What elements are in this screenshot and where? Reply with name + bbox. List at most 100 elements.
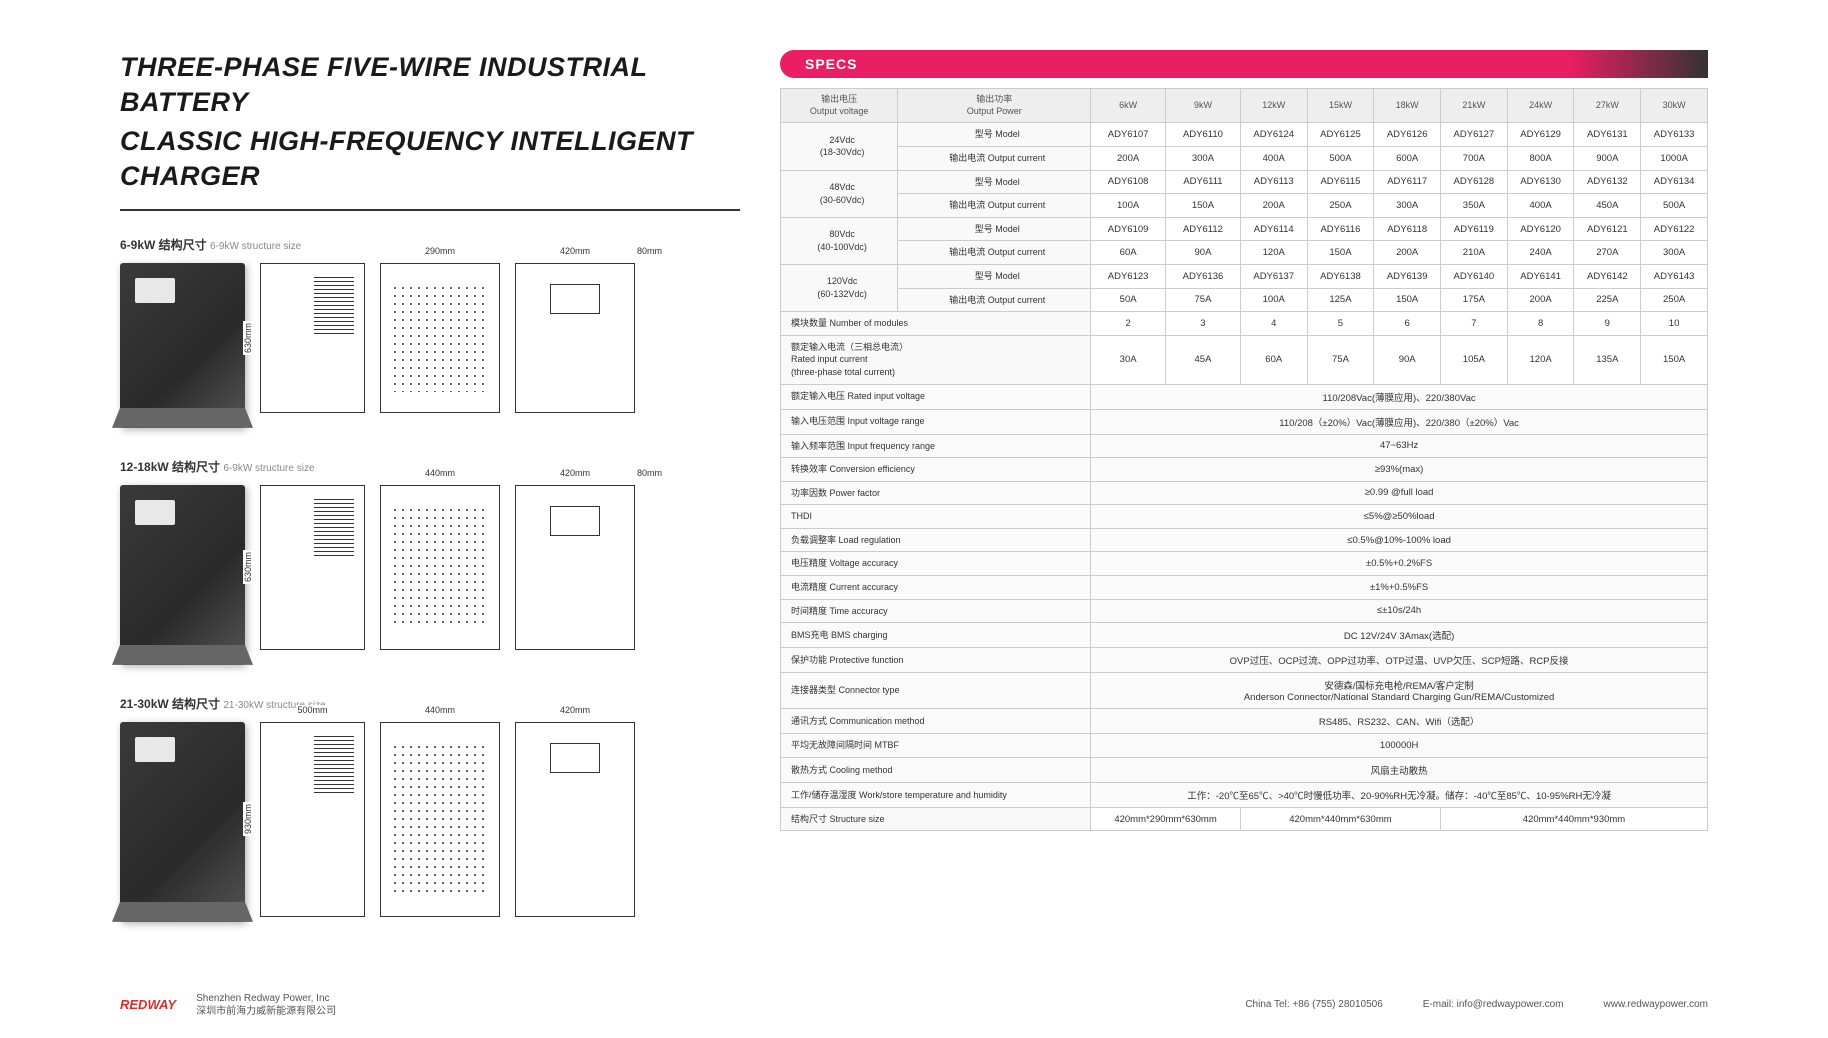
- modules-6: 8: [1507, 312, 1574, 336]
- back-view-2: 420mm 80mm: [515, 485, 635, 650]
- spec-val-3: ≥93%(max): [1091, 458, 1708, 482]
- current-2-4: 200A: [1374, 241, 1441, 265]
- current-1-3: 250A: [1307, 194, 1374, 218]
- dim-h-3: 930mm: [243, 802, 253, 836]
- voltage-2: 80Vdc(40-100Vdc): [781, 217, 898, 264]
- current-1-8: 500A: [1641, 194, 1708, 218]
- page-title-2: CLASSIC HIGH-FREQUENCY INTELLIGENT CHARG…: [120, 124, 740, 194]
- page-title-1: THREE-PHASE FIVE-WIRE INDUSTRIAL BATTERY: [120, 50, 740, 120]
- dim-w1-1: 290mm: [423, 246, 457, 256]
- hdr-kw-8: 30kW: [1641, 89, 1708, 123]
- rated-input-6: 120A: [1507, 335, 1574, 384]
- spec-val-15: 风扇主动散热: [1091, 757, 1708, 782]
- back-view-3: 420mm: [515, 722, 635, 917]
- model-1-1: ADY6111: [1166, 170, 1241, 194]
- footer: REDWAY Shenzhen Redway Power, Inc 深圳市前海力…: [120, 992, 1708, 1018]
- model-3-8: ADY6143: [1641, 264, 1708, 288]
- model-2-0: ADY6109: [1091, 217, 1166, 241]
- section-1-sub: 6-9kW structure size: [210, 241, 301, 252]
- current-3-4: 150A: [1374, 288, 1441, 312]
- spec-val-9: ≤±10s/24h: [1091, 599, 1708, 623]
- spec-val-5: ≤5%@≥50%load: [1091, 505, 1708, 529]
- model-label-3: 型号 Model: [898, 264, 1091, 288]
- model-2-1: ADY6112: [1166, 217, 1241, 241]
- modules-5: 7: [1441, 312, 1508, 336]
- current-3-1: 75A: [1166, 288, 1241, 312]
- front-view-2: 630mm: [260, 485, 365, 650]
- spec-val-12: 安德森/国标充电枪/REMA/客户定制Anderson Connector/Na…: [1091, 673, 1708, 709]
- footer-logo: REDWAY: [120, 997, 176, 1012]
- footer-left: REDWAY Shenzhen Redway Power, Inc 深圳市前海力…: [120, 992, 336, 1018]
- model-2-8: ADY6122: [1641, 217, 1708, 241]
- current-1-7: 450A: [1574, 194, 1641, 218]
- current-3-0: 50A: [1091, 288, 1166, 312]
- model-1-7: ADY6132: [1574, 170, 1641, 194]
- hdr-kw-6: 24kW: [1507, 89, 1574, 123]
- current-2-7: 270A: [1574, 241, 1641, 265]
- hdr-power: 输出功率Output Power: [898, 89, 1091, 123]
- model-3-3: ADY6138: [1307, 264, 1374, 288]
- current-1-0: 100A: [1091, 194, 1166, 218]
- model-3-5: ADY6140: [1441, 264, 1508, 288]
- specs-table: 输出电压Output voltage输出功率Output Power6kW9kW…: [780, 88, 1708, 831]
- product-photo-3: [120, 722, 245, 922]
- spec-label-14: 平均无故障间隔时间 MTBF: [781, 734, 1091, 758]
- current-0-8: 1000A: [1641, 146, 1708, 170]
- spec-val-0: 110/208Vac(薄膜应用)、220/380Vac: [1091, 384, 1708, 409]
- footer-right: China Tel: +86 (755) 28010506 E-mail: in…: [1245, 999, 1708, 1010]
- model-0-7: ADY6131: [1574, 123, 1641, 147]
- model-0-8: ADY6133: [1641, 123, 1708, 147]
- model-1-5: ADY6128: [1441, 170, 1508, 194]
- model-0-4: ADY6126: [1374, 123, 1441, 147]
- current-2-8: 300A: [1641, 241, 1708, 265]
- company-cn: 深圳市前海力威新能源有限公司: [196, 1005, 336, 1018]
- dim-ext-1: 80mm: [635, 246, 664, 256]
- model-0-3: ADY6125: [1307, 123, 1374, 147]
- spec-val-1: 110/208（±20%）Vac(薄膜应用)、220/380（±20%）Vac: [1091, 409, 1708, 434]
- model-label-2: 型号 Model: [898, 217, 1091, 241]
- dim-w2-1: 420mm: [558, 246, 592, 256]
- dim-ext-2: 80mm: [635, 468, 664, 478]
- company-en: Shenzhen Redway Power, Inc: [196, 992, 336, 1005]
- structure-0: 420mm*290mm*630mm: [1091, 807, 1241, 831]
- model-0-5: ADY6127: [1441, 123, 1508, 147]
- spec-val-14: 100000H: [1091, 734, 1708, 758]
- current-1-6: 400A: [1507, 194, 1574, 218]
- structure-label: 结构尺寸 Structure size: [781, 807, 1091, 831]
- model-3-6: ADY6141: [1507, 264, 1574, 288]
- structure-2: 420mm*440mm*930mm: [1441, 807, 1708, 831]
- diagram-row-3: 930mm 500mm 440mm 420mm: [120, 722, 740, 922]
- hdr-kw-5: 21kW: [1441, 89, 1508, 123]
- model-3-0: ADY6123: [1091, 264, 1166, 288]
- modules-1: 3: [1166, 312, 1241, 336]
- footer-email: E-mail: info@redwaypower.com: [1423, 999, 1564, 1010]
- current-1-1: 150A: [1166, 194, 1241, 218]
- model-0-1: ADY6110: [1166, 123, 1241, 147]
- rated-input-3: 75A: [1307, 335, 1374, 384]
- current-1-5: 350A: [1441, 194, 1508, 218]
- diagram-row-1: 630mm 290mm 420mm 80mm: [120, 263, 740, 428]
- side-view-3: 440mm: [380, 722, 500, 917]
- spec-label-2: 输入频率范围 Input frequency range: [781, 434, 1091, 458]
- current-3-7: 225A: [1574, 288, 1641, 312]
- dim-w2-2: 420mm: [558, 468, 592, 478]
- spec-label-3: 转换效率 Conversion efficiency: [781, 458, 1091, 482]
- spec-label-1: 输入电压范围 Input voltage range: [781, 409, 1091, 434]
- title-underline: [120, 209, 740, 211]
- current-0-0: 200A: [1091, 146, 1166, 170]
- rated-input-0: 30A: [1091, 335, 1166, 384]
- current-label-1: 输出电流 Output current: [898, 194, 1091, 218]
- section-2-main: 12-18kW 结构尺寸: [120, 460, 220, 474]
- footer-web: www.redwaypower.com: [1604, 999, 1708, 1010]
- model-2-7: ADY6121: [1574, 217, 1641, 241]
- spec-val-4: ≥0.99 @full load: [1091, 481, 1708, 505]
- front-view-1: 630mm: [260, 263, 365, 413]
- voltage-1: 48Vdc(30-60Vdc): [781, 170, 898, 217]
- voltage-3: 120Vdc(60-132Vdc): [781, 264, 898, 311]
- hdr-kw-0: 6kW: [1091, 89, 1166, 123]
- modules-3: 5: [1307, 312, 1374, 336]
- section-2-sub: 6-9kW structure size: [223, 463, 314, 474]
- structure-1: 420mm*440mm*630mm: [1240, 807, 1440, 831]
- footer-company: Shenzhen Redway Power, Inc 深圳市前海力威新能源有限公…: [196, 992, 336, 1018]
- model-1-4: ADY6117: [1374, 170, 1441, 194]
